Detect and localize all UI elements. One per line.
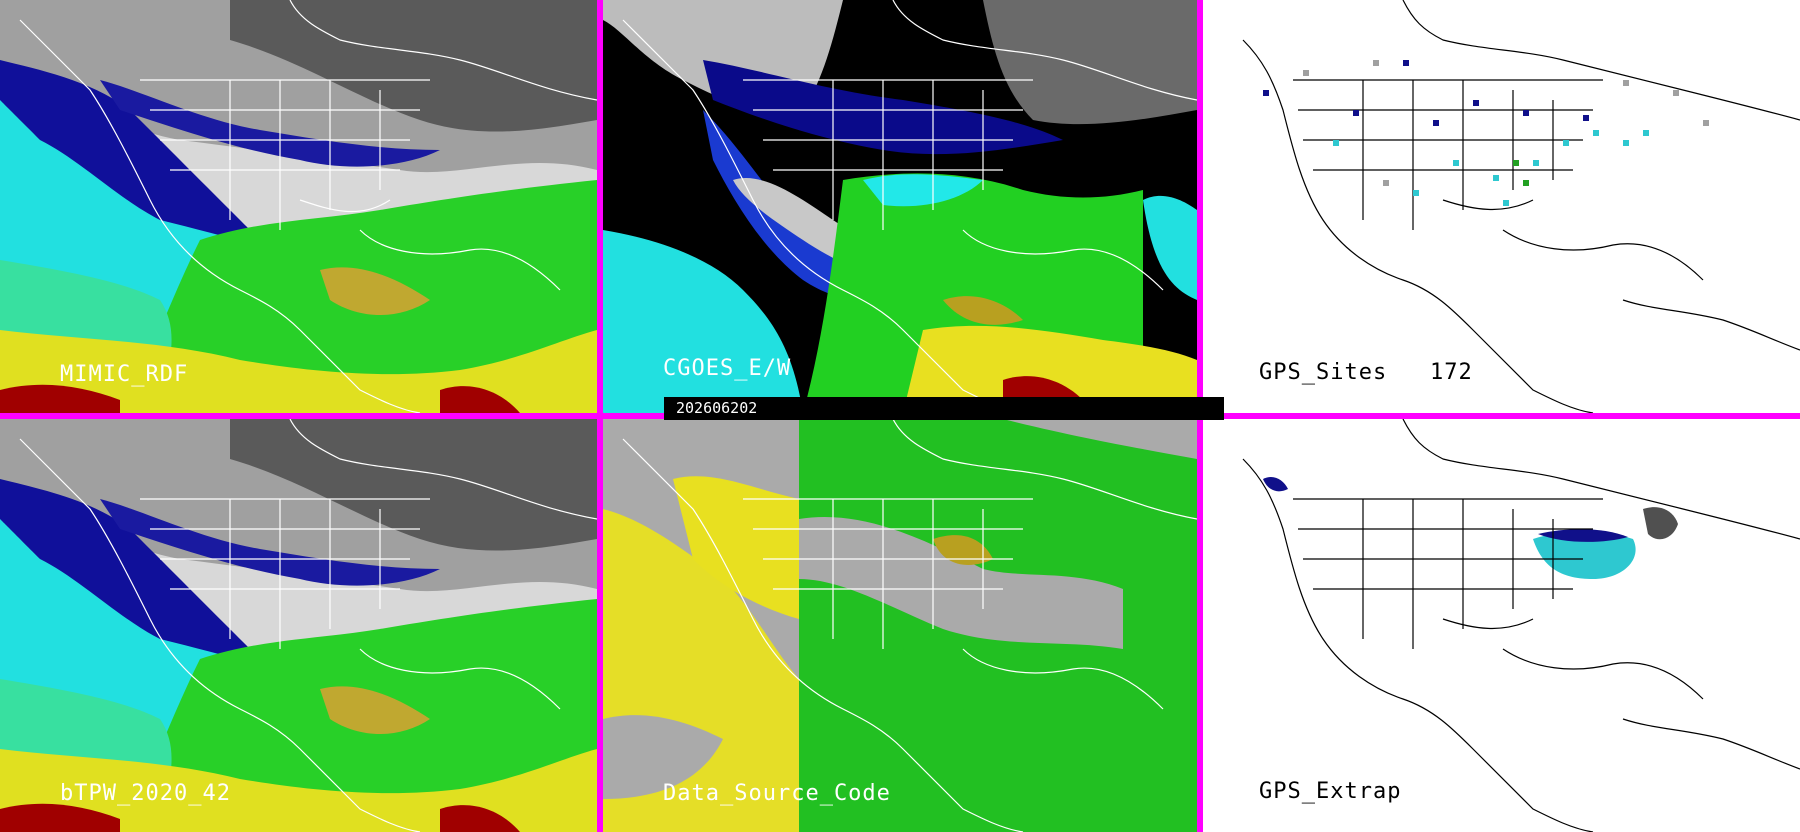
gps-site-count: 172 (1429, 360, 1473, 385)
panel-label: GPS_Extrap (1259, 779, 1402, 804)
panel-label: bTPW_2020_42 (60, 781, 231, 806)
panel-gps-sites: GPS_Sites 172 (1203, 0, 1800, 413)
panel-cgoes-ew: CGOES_E/W (603, 0, 1197, 413)
panel-label: GPS_Sites 172 (1259, 360, 1473, 385)
panel-label: MIMIC_RDF (60, 362, 189, 387)
panel-gps-extrap: GPS_Extrap (1203, 419, 1800, 832)
tpw-field-map (603, 0, 1197, 413)
panel-label: Data_Source_Code (663, 781, 891, 806)
panel-btpw: bTPW_2020_42 (0, 419, 597, 832)
gps-sites-map (1203, 0, 1800, 413)
gps-extrap-map (1203, 419, 1800, 832)
timestamp-bar: 202606202 (664, 397, 1224, 420)
data-source-map (603, 419, 1197, 832)
panel-label-text: GPS_Sites (1259, 360, 1388, 385)
panel-data-source-code: Data_Source_Code (603, 419, 1197, 832)
tpw-field-map (0, 0, 597, 413)
tpw-field-map (0, 419, 597, 832)
panel-mimic-rdf: MIMIC_RDF (0, 0, 597, 413)
gps-site-marker (1333, 130, 1649, 206)
panel-label: CGOES_E/W (663, 356, 792, 381)
